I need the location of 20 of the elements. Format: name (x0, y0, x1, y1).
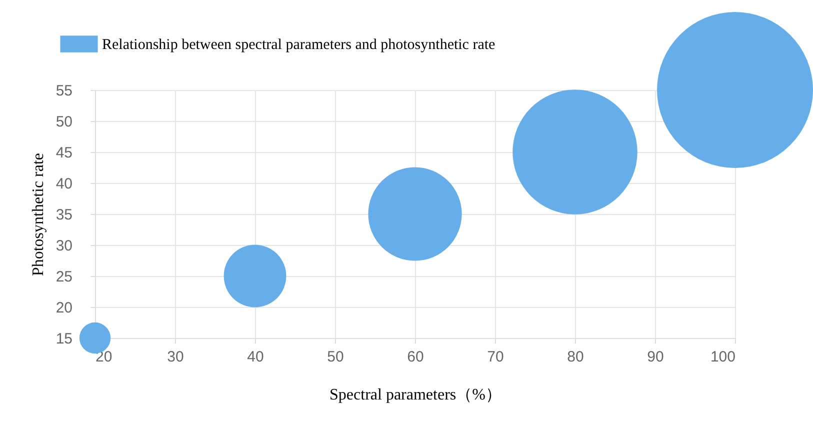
y-tick-label: 20 (56, 300, 72, 316)
y-tick-label: 25 (56, 268, 72, 286)
x-tick-label: 60 (407, 348, 424, 366)
x-tick-label: 70 (487, 348, 504, 366)
y-axis-title: Photosynthetic rate (30, 152, 47, 276)
y-tick-label: 15 (56, 330, 72, 348)
y-tick-label: 55 (56, 82, 72, 100)
y-tick-label: 50 (56, 114, 72, 130)
y-tick-label: 40 (56, 176, 72, 192)
x-tick-label: 90 (647, 348, 664, 366)
x-tick-label: 40 (247, 348, 264, 366)
y-tick-label: 30 (56, 238, 72, 254)
x-axis-title: Spectral parameters（%） (330, 386, 502, 404)
y-tick-label: 35 (56, 206, 72, 224)
y-tick-label: 45 (56, 144, 72, 162)
x-tick-label: 50 (327, 348, 344, 366)
x-tick-label: 100 (710, 348, 736, 366)
legend-label: Relationship between spectral parameters and photosynthetic rate (102, 37, 496, 53)
x-tick-label: 80 (567, 348, 584, 366)
x-tick-label: 30 (167, 348, 184, 366)
